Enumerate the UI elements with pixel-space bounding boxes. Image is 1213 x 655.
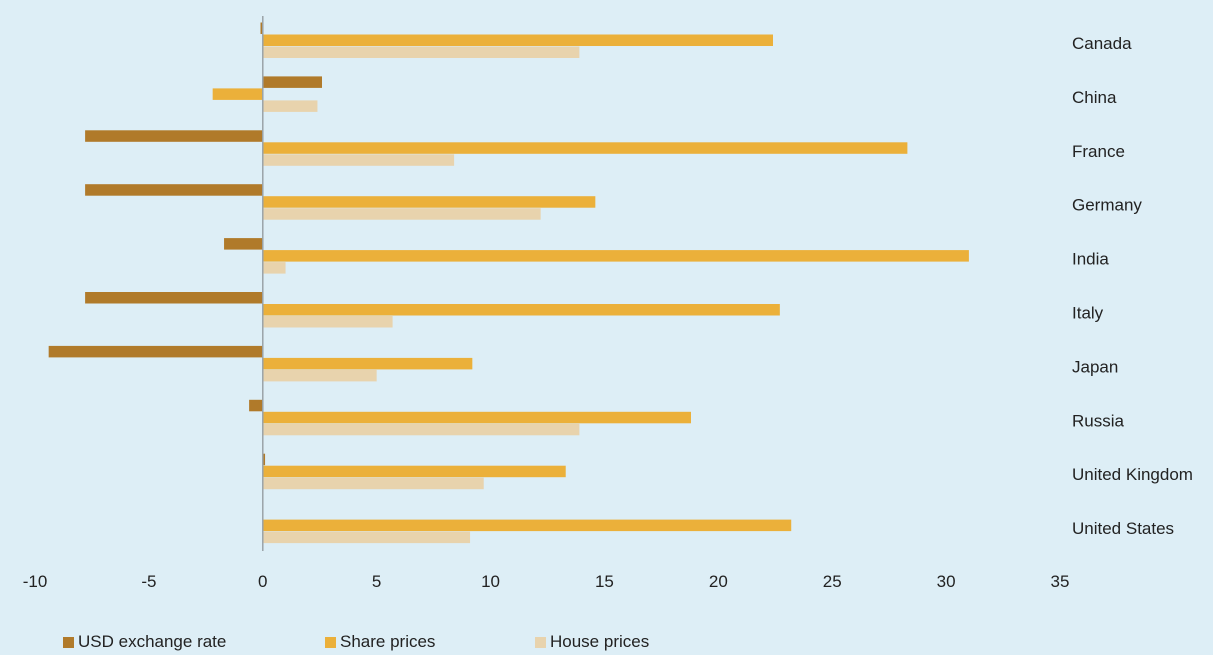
category-label-italy: Italy bbox=[1072, 304, 1104, 323]
legend-label-house-prices: House prices bbox=[550, 632, 650, 651]
bar-house-prices-india bbox=[262, 262, 286, 274]
bar-house-prices-germany bbox=[262, 208, 541, 220]
bar-usd-exchange-rate-russia bbox=[249, 399, 263, 412]
bar-house-prices-canada bbox=[262, 46, 580, 58]
x-tick-label: 15 bbox=[595, 572, 614, 591]
bar-share-prices-italy bbox=[262, 304, 780, 316]
legend-item-usd-exchange-rate: USD exchange rate bbox=[63, 632, 325, 652]
bar-usd-exchange-rate-india bbox=[224, 238, 263, 250]
category-label-russia: Russia bbox=[1072, 411, 1125, 430]
bar-share-prices-united-states bbox=[262, 519, 792, 532]
legend: USD exchange rate Share prices House pri… bbox=[63, 632, 649, 652]
bar-house-prices-united-states bbox=[262, 531, 471, 544]
legend-label-share-prices: Share prices bbox=[340, 632, 436, 651]
bar-share-prices-canada bbox=[262, 34, 773, 46]
bar-usd-exchange-rate-china bbox=[262, 76, 322, 88]
bar-house-prices-china bbox=[262, 100, 318, 112]
bar-share-prices-india bbox=[262, 250, 969, 262]
bar-share-prices-united-kingdom bbox=[262, 465, 566, 478]
x-tick-label: 20 bbox=[709, 572, 728, 591]
legend-label-usd-exchange-rate: USD exchange rate bbox=[78, 632, 227, 651]
category-label-united-states: United States bbox=[1072, 519, 1174, 538]
bar-usd-exchange-rate-france bbox=[85, 130, 263, 142]
x-tick-label: 30 bbox=[937, 572, 956, 591]
x-tick-label: 10 bbox=[481, 572, 500, 591]
bar-share-prices-france bbox=[262, 142, 908, 154]
bar-usd-exchange-rate-italy bbox=[85, 292, 263, 304]
category-label-canada: Canada bbox=[1072, 34, 1132, 53]
bar-house-prices-france bbox=[262, 154, 455, 166]
bar-share-prices-russia bbox=[262, 411, 691, 424]
category-label-germany: Germany bbox=[1072, 196, 1142, 215]
bar-house-prices-japan bbox=[262, 369, 377, 382]
bar-share-prices-germany bbox=[262, 196, 596, 208]
category-label-japan: Japan bbox=[1072, 357, 1118, 376]
legend-swatch-share-prices bbox=[325, 636, 336, 648]
legend-item-share-prices: Share prices bbox=[325, 632, 535, 652]
bar-house-prices-united-kingdom bbox=[262, 477, 484, 490]
category-label-united-kingdom: United Kingdom bbox=[1072, 465, 1193, 484]
bar-usd-exchange-rate-japan bbox=[48, 345, 263, 358]
bar-share-prices-japan bbox=[262, 357, 473, 370]
bar-usd-exchange-rate-united-kingdom bbox=[262, 453, 266, 466]
category-label-china: China bbox=[1072, 88, 1117, 107]
legend-item-house-prices: House prices bbox=[535, 632, 649, 652]
x-tick-label: 35 bbox=[1051, 572, 1070, 591]
bar-house-prices-russia bbox=[262, 423, 580, 436]
bar-share-prices-china bbox=[212, 88, 263, 100]
x-tick-label: -5 bbox=[141, 572, 156, 591]
x-tick-label: 5 bbox=[372, 572, 381, 591]
category-label-france: France bbox=[1072, 142, 1125, 161]
bar-usd-exchange-rate-canada bbox=[260, 22, 263, 34]
legend-swatch-house-prices bbox=[535, 636, 546, 648]
bar-usd-exchange-rate-germany bbox=[85, 184, 263, 196]
x-tick-label: 25 bbox=[823, 572, 842, 591]
x-tick-label: 0 bbox=[258, 572, 267, 591]
x-tick-label: -10 bbox=[23, 572, 48, 591]
category-label-india: India bbox=[1072, 250, 1109, 269]
legend-swatch-usd-exchange-rate bbox=[63, 636, 74, 648]
bar-house-prices-italy bbox=[262, 316, 393, 328]
